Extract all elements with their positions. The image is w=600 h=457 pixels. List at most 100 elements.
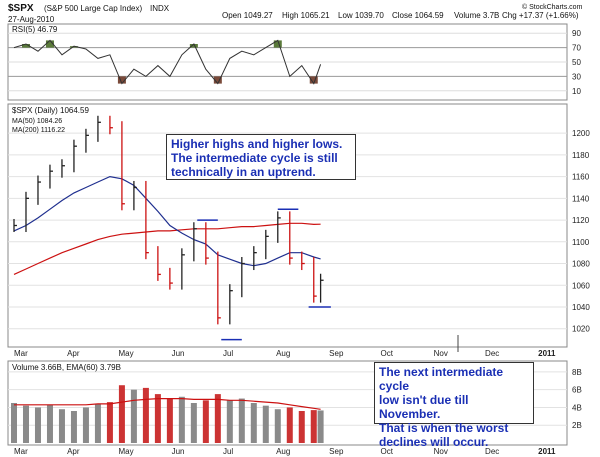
rsi-label: RSI(5) 46.79	[12, 25, 58, 34]
volume-bar	[310, 410, 317, 443]
volume-axis: 8B 6B 4B 2B	[572, 368, 582, 430]
price-tick-label: 1160	[572, 173, 590, 182]
price-tick-label: 1120	[572, 216, 590, 225]
annotation-line: technically in an uptrend.	[171, 165, 316, 179]
price-tick-label: 1040	[572, 303, 590, 312]
volume-bar	[190, 403, 197, 443]
volume-bar	[118, 385, 125, 443]
volume-bar	[82, 407, 89, 443]
volume-bar	[317, 410, 324, 443]
rsi-tick-label: 10	[572, 87, 581, 96]
month-label: Nov	[434, 349, 448, 358]
symbol-label: $SPX	[8, 3, 34, 14]
month-label-bottom: May	[118, 447, 133, 456]
chart-date: 27-Aug-2010	[8, 15, 55, 24]
volume-bar	[262, 405, 269, 443]
ma50-line	[13, 175, 321, 267]
index-name: (S&P 500 Large Cap Index)	[44, 4, 142, 13]
volume-bar	[154, 394, 161, 443]
swing-lines	[197, 208, 331, 341]
month-label: May	[118, 349, 133, 358]
month-label-bottom: Oct	[381, 447, 394, 456]
rsi-overbought-fill	[45, 40, 54, 48]
volume-value: Volume 3.7B	[454, 11, 499, 20]
rsi-tick-label: 50	[572, 58, 581, 67]
annotation-line: The intermediate cycle is still	[171, 151, 338, 165]
month-label: Oct	[381, 349, 394, 358]
month-label-bottom: Mar	[14, 447, 28, 456]
rsi-tick-label: 90	[572, 29, 581, 38]
month-label-bottom: Nov	[434, 447, 448, 456]
month-axis: Mar Apr May Jun Jul Aug Sep Oct Nov Dec 2011	[14, 349, 556, 358]
month-label: Jul	[223, 349, 233, 358]
rsi-tick-label: 30	[572, 72, 581, 81]
volume-bar	[106, 402, 113, 443]
volume-bar	[166, 398, 173, 443]
volume-tick-label: 6B	[572, 386, 582, 395]
volume-bar	[238, 398, 245, 443]
annotation-line: low isn't due till November.	[379, 393, 469, 421]
month-label: Sep	[329, 349, 344, 358]
price-tick-label: 1060	[572, 281, 590, 290]
volume-ema-line	[14, 398, 321, 410]
annotation-cycle-low: The next intermediate cycle low isn't du…	[374, 362, 534, 449]
volume-tick-label: 4B	[572, 403, 582, 412]
price-tick-label: 1020	[572, 325, 590, 334]
rsi-oversold-fill	[213, 76, 222, 84]
rsi-oversold-fill	[309, 76, 318, 84]
exchange-label: INDX	[150, 4, 170, 13]
volume-bar	[178, 396, 185, 443]
volume-label: Volume 3.66B, EMA(60) 3.79B	[12, 363, 121, 372]
volume-bar	[58, 409, 65, 443]
month-label-bottom: Jun	[172, 447, 185, 456]
volume-bar	[250, 403, 257, 443]
rsi-fills	[21, 40, 318, 84]
volume-bar	[46, 404, 53, 443]
month-label-bottom: Sep	[329, 447, 344, 456]
volume-bar	[130, 389, 137, 443]
rsi-overbought-fill	[69, 46, 78, 48]
volume-bar	[142, 387, 149, 443]
volume-bar	[34, 407, 41, 443]
rsi-overbought-fill	[273, 40, 282, 48]
ma200-label: MA(200) 1116.22	[12, 127, 65, 134]
volume-bar	[11, 403, 17, 443]
close-value: Close 1064.59	[392, 11, 444, 20]
month-label-bottom: 2011	[538, 447, 556, 456]
annotation-line: That is when the worst	[379, 421, 509, 435]
price-title: $SPX (Daily) 1064.59	[12, 106, 89, 115]
month-label: 2011	[538, 349, 556, 358]
volume-bar	[298, 411, 305, 443]
change-value: Chg +17.37 (+1.66%)	[502, 11, 579, 20]
volume-bars	[11, 385, 324, 443]
annotation-line: The next intermediate cycle	[379, 365, 504, 393]
price-bars	[13, 115, 324, 325]
annotation-line: declines will occur.	[379, 435, 489, 449]
volume-bar	[274, 409, 281, 443]
volume-bar	[202, 400, 209, 443]
month-label: Dec	[485, 349, 499, 358]
rsi-grid	[8, 32, 567, 92]
price-tick-label: 1200	[572, 129, 590, 138]
volume-tick-label: 2B	[572, 421, 582, 430]
price-tick-label: 1140	[572, 194, 590, 203]
rsi-oversold-fill	[117, 76, 126, 84]
price-tick-label: 1080	[572, 260, 590, 269]
volume-bar	[94, 403, 101, 443]
month-label: Aug	[276, 349, 290, 358]
annotation-uptrend: Higher highs and higher lows. The interm…	[166, 134, 356, 180]
low-value: Low 1039.70	[338, 11, 384, 20]
rsi-tick-label: 70	[572, 44, 581, 53]
rsi-line	[13, 39, 322, 85]
price-axis: 1200 1180 1160 1140 1120 1100 1080 1060 1040 1020	[572, 129, 590, 334]
high-value: High 1065.21	[282, 11, 330, 20]
volume-bar	[22, 405, 29, 443]
credit-label: © StockCharts.com	[522, 3, 583, 11]
volume-bar	[226, 400, 233, 443]
month-label-bottom: Jul	[223, 447, 233, 456]
month-label-bottom: Aug	[276, 447, 290, 456]
month-axis-bottom: Mar Apr May Jun Jul Aug Sep Oct Nov Dec 2011	[14, 447, 556, 456]
rsi-overbought-fill	[21, 44, 30, 48]
ma200-line	[13, 222, 321, 275]
ma50-label: MA(50) 1084.26	[12, 118, 62, 125]
